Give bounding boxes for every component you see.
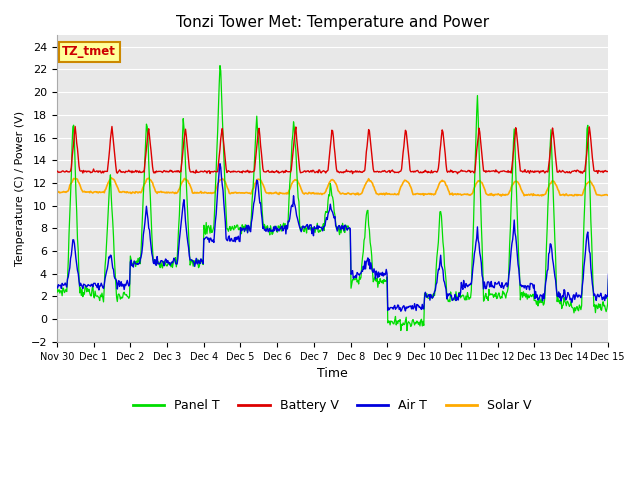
Text: TZ_tmet: TZ_tmet xyxy=(62,45,116,58)
Solar V xyxy=(260,183,268,189)
Solar V xyxy=(123,190,131,195)
Air T xyxy=(53,284,61,290)
Solar V xyxy=(605,193,613,199)
Line: Panel T: Panel T xyxy=(57,66,640,331)
Air T xyxy=(260,224,268,229)
Air T xyxy=(446,291,454,297)
Battery V xyxy=(454,171,461,177)
Battery V xyxy=(412,168,420,174)
Panel T xyxy=(282,227,290,233)
Solar V xyxy=(53,190,61,195)
Panel T xyxy=(413,318,420,324)
Battery V xyxy=(123,168,131,174)
Legend: Panel T, Battery V, Air T, Solar V: Panel T, Battery V, Air T, Solar V xyxy=(128,394,537,417)
Battery V xyxy=(230,169,238,175)
Solar V xyxy=(412,191,420,197)
Solar V xyxy=(230,190,238,196)
Air T xyxy=(282,231,290,237)
Solar V xyxy=(445,189,453,194)
Line: Air T: Air T xyxy=(57,164,640,311)
Panel T xyxy=(230,223,238,228)
Battery V xyxy=(53,169,61,175)
Panel T xyxy=(53,283,61,289)
Panel T xyxy=(260,226,268,231)
X-axis label: Time: Time xyxy=(317,367,348,380)
Battery V xyxy=(260,168,268,174)
Title: Tonzi Tower Met: Temperature and Power: Tonzi Tower Met: Temperature and Power xyxy=(176,15,489,30)
Air T xyxy=(122,283,129,288)
Air T xyxy=(216,161,224,167)
Panel T xyxy=(446,299,454,305)
Air T xyxy=(413,301,420,307)
Line: Battery V: Battery V xyxy=(57,126,640,174)
Line: Solar V: Solar V xyxy=(57,178,640,196)
Solar V xyxy=(108,175,115,180)
Y-axis label: Temperature (C) / Power (V): Temperature (C) / Power (V) xyxy=(15,111,25,266)
Panel T xyxy=(216,63,224,69)
Panel T xyxy=(122,292,129,298)
Air T xyxy=(230,235,238,240)
Panel T xyxy=(403,328,411,334)
Solar V xyxy=(282,190,290,196)
Battery V xyxy=(71,123,79,129)
Battery V xyxy=(282,168,290,173)
Battery V xyxy=(445,168,453,174)
Air T xyxy=(397,308,404,314)
